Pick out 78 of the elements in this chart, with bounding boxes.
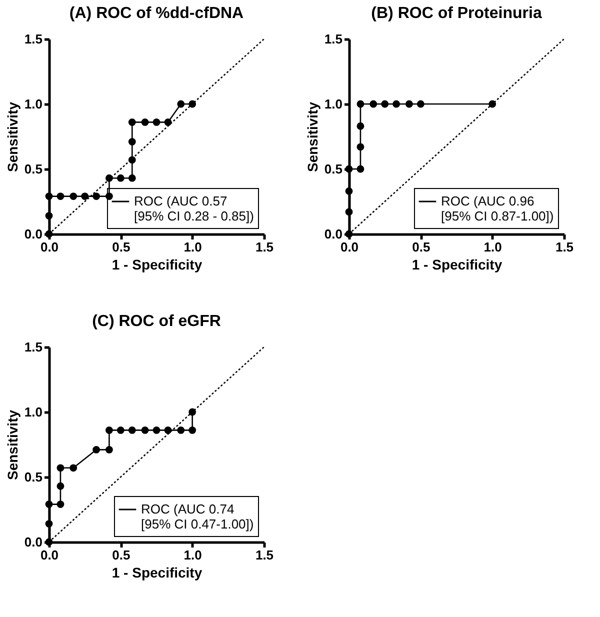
point	[70, 192, 78, 200]
y-tick-label: 1.5	[24, 340, 42, 354]
point	[356, 165, 364, 173]
point	[70, 464, 78, 472]
y-tick-label: 0.5	[24, 470, 42, 484]
point	[356, 143, 364, 151]
point	[141, 118, 149, 126]
x-tick-label: 1.5	[555, 240, 574, 254]
y-tick-label: 0.5	[324, 162, 342, 176]
y-tick-label: 0.0	[24, 226, 42, 242]
x-tick-label: 0.0	[40, 548, 59, 562]
point	[188, 426, 196, 434]
point	[81, 192, 89, 200]
x-tick-label: 1.5	[255, 548, 274, 562]
point	[56, 464, 64, 472]
chart-title: (C) ROC of eGFR	[92, 313, 222, 330]
x-tick-label: 0.5	[112, 240, 130, 254]
point	[56, 482, 64, 490]
x-tick-label: 0.0	[340, 240, 359, 254]
legend-label: ROC (AUC 0.96 [95% CI 0.87-1.00])	[441, 194, 554, 224]
point	[92, 446, 100, 454]
point	[141, 426, 149, 434]
point	[164, 426, 172, 434]
point	[92, 192, 100, 200]
x-axis-title: 1 - Specificity	[112, 256, 202, 272]
x-tick-label: 0.5	[112, 548, 130, 562]
y-tick-label: 1.0	[324, 96, 342, 112]
y-axis-title: Sensitivity	[4, 102, 20, 172]
point	[345, 165, 353, 173]
point	[356, 122, 364, 130]
x-tick-label: 1.5	[255, 240, 274, 254]
point	[128, 426, 136, 434]
x-axis-title: 1 - Specificity	[112, 564, 202, 580]
point	[345, 208, 353, 216]
x-tick-label: 0.5	[412, 240, 430, 254]
point	[177, 100, 185, 108]
point	[164, 118, 172, 126]
x-tick-label: 0.0	[40, 240, 59, 254]
point	[152, 118, 160, 126]
point	[45, 520, 53, 528]
point	[392, 100, 400, 108]
point	[152, 426, 160, 434]
y-tick-label: 1.0	[24, 96, 42, 112]
point	[177, 426, 185, 434]
point	[128, 118, 136, 126]
point	[356, 100, 364, 108]
point	[405, 100, 413, 108]
point	[45, 212, 53, 220]
y-tick-label: 1.5	[324, 32, 342, 46]
point	[116, 426, 124, 434]
point	[370, 100, 378, 108]
point	[56, 192, 64, 200]
legend-label: ROC (AUC 0.74 [95% CI 0.47-1.00])	[141, 502, 254, 532]
x-tick-label: 1.0	[484, 240, 502, 254]
chart-title: (A) ROC of %dd-cfDNA	[69, 5, 244, 22]
point	[381, 100, 389, 108]
y-tick-label: 0.0	[324, 226, 342, 242]
point	[56, 500, 64, 508]
point	[128, 174, 136, 182]
y-tick-label: 1.5	[24, 32, 42, 46]
point	[45, 192, 53, 200]
point	[105, 446, 113, 454]
y-axis-title: Sensitivity	[304, 102, 320, 172]
y-tick-label: 1.0	[24, 404, 42, 420]
point	[105, 426, 113, 434]
point	[128, 138, 136, 146]
y-tick-label: 0.5	[24, 162, 42, 176]
point	[345, 187, 353, 195]
x-tick-label: 1.0	[184, 240, 202, 254]
legend-label: ROC (AUC 0.57 [95% CI 0.28 - 0.85])	[134, 194, 254, 224]
x-tick-label: 1.0	[184, 548, 202, 562]
x-axis-title: 1 - Specificity	[412, 256, 502, 272]
point	[416, 100, 424, 108]
y-tick-label: 0.0	[24, 534, 42, 550]
point	[45, 500, 53, 508]
y-axis-title: Sensitivity	[4, 410, 20, 480]
point	[116, 174, 124, 182]
chart-title: (B) ROC of Proteinuria	[371, 5, 542, 22]
